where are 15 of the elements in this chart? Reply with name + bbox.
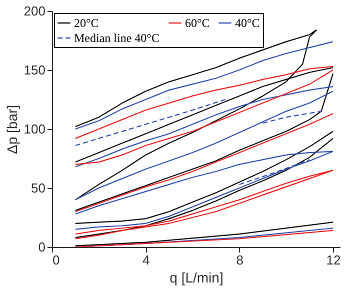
y-tick-label: 150 (24, 62, 46, 78)
legend-label: Median line 40°C (74, 31, 160, 45)
legend-label: 40°C (235, 16, 260, 30)
y-axis-title: Δp [bar] (4, 104, 20, 154)
y-tick-label: 50 (31, 180, 46, 196)
legend-label: 60°C (185, 16, 210, 30)
x-tick-label: 8 (236, 252, 244, 268)
y-tick-label: 200 (24, 4, 46, 18)
y-tick-label: 100 (24, 122, 46, 136)
x-tick-label: 0 (52, 252, 60, 268)
x-tick-label: 12 (326, 252, 341, 268)
y-tick-label: 0 (38, 240, 46, 254)
x-axis-title: q [L/min] (170, 270, 224, 286)
x-tick-label: 4 (142, 252, 150, 268)
legend-label: 20°C (74, 16, 99, 30)
